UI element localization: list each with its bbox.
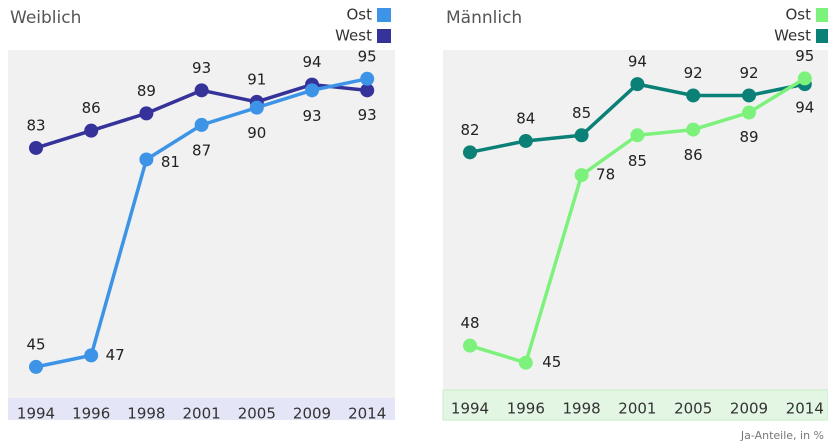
data-point xyxy=(630,128,645,143)
chart-title: Männlich xyxy=(446,8,522,28)
data-label: 89 xyxy=(739,128,758,146)
plot-area xyxy=(8,50,395,398)
data-label: 83 xyxy=(26,116,45,134)
data-label: 93 xyxy=(358,106,377,124)
x-tick-label: 2001 xyxy=(618,400,656,418)
legend-label: Ost xyxy=(346,6,372,24)
data-point xyxy=(360,71,375,86)
data-label: 93 xyxy=(302,107,321,125)
x-tick-label: 1996 xyxy=(507,400,545,418)
data-label: 45 xyxy=(542,353,561,371)
data-point xyxy=(518,133,533,148)
x-axis-band xyxy=(442,389,828,421)
data-label: 92 xyxy=(684,64,703,82)
data-point xyxy=(139,106,154,121)
data-label: 81 xyxy=(161,153,180,171)
x-tick-label: 2009 xyxy=(293,405,331,423)
data-label: 95 xyxy=(358,47,377,65)
x-tick-label: 2005 xyxy=(674,400,712,418)
data-label: 94 xyxy=(795,99,814,117)
footnote: Ja-Anteile, in % xyxy=(740,429,824,442)
data-point xyxy=(360,83,375,98)
data-point xyxy=(518,355,533,370)
legend-swatch xyxy=(816,29,828,43)
data-point xyxy=(742,105,756,120)
data-label: 86 xyxy=(82,99,101,117)
legend-label: West xyxy=(335,27,372,45)
x-tick-label: 1994 xyxy=(17,405,55,423)
data-point xyxy=(742,88,756,103)
data-point xyxy=(84,123,99,138)
data-label: 95 xyxy=(795,47,814,65)
data-label: 90 xyxy=(247,124,266,142)
x-tick-label: 1998 xyxy=(563,400,601,418)
data-point xyxy=(574,128,589,143)
x-tick-label: 2001 xyxy=(183,405,221,423)
legend-swatch xyxy=(377,29,391,43)
data-point xyxy=(29,359,43,374)
data-point xyxy=(29,140,43,155)
legend-swatch xyxy=(816,8,828,22)
data-point xyxy=(84,348,99,363)
data-label: 82 xyxy=(460,121,479,139)
x-axis-band xyxy=(8,398,395,420)
data-point xyxy=(194,117,209,132)
data-label: 92 xyxy=(739,64,758,82)
legend-swatch xyxy=(377,8,391,22)
data-point xyxy=(305,83,319,98)
data-label: 85 xyxy=(628,152,647,170)
chart-title: Weiblich xyxy=(10,8,81,28)
data-point xyxy=(686,122,701,137)
x-tick-label: 1996 xyxy=(72,405,110,423)
data-label: 86 xyxy=(684,146,703,164)
x-tick-label: 2014 xyxy=(786,400,824,418)
data-label: 93 xyxy=(192,59,211,77)
x-tick-label: 2014 xyxy=(348,405,386,423)
data-point xyxy=(249,100,264,115)
data-label: 87 xyxy=(192,141,211,159)
data-point xyxy=(463,338,477,353)
data-point xyxy=(574,168,589,183)
data-label: 89 xyxy=(137,82,156,100)
data-label: 45 xyxy=(26,335,45,353)
x-tick-label: 1998 xyxy=(127,405,165,423)
data-label: 48 xyxy=(460,314,479,332)
data-label: 85 xyxy=(572,104,591,122)
legend-label: West xyxy=(774,27,811,45)
data-label: 94 xyxy=(302,53,321,71)
data-point xyxy=(194,83,209,98)
data-label: 91 xyxy=(247,70,266,88)
x-tick-label: 2009 xyxy=(730,400,768,418)
data-label: 47 xyxy=(106,346,125,364)
x-tick-label: 1994 xyxy=(451,400,489,418)
data-point xyxy=(797,71,812,86)
legend-label: Ost xyxy=(785,6,811,24)
data-point xyxy=(463,145,477,160)
data-label: 78 xyxy=(596,166,615,184)
data-label: 94 xyxy=(628,53,647,71)
data-label: 84 xyxy=(516,109,535,127)
data-point xyxy=(630,77,645,92)
plot-area xyxy=(443,50,828,390)
data-point xyxy=(139,152,154,167)
x-tick-label: 2005 xyxy=(238,405,276,423)
data-point xyxy=(686,88,701,103)
